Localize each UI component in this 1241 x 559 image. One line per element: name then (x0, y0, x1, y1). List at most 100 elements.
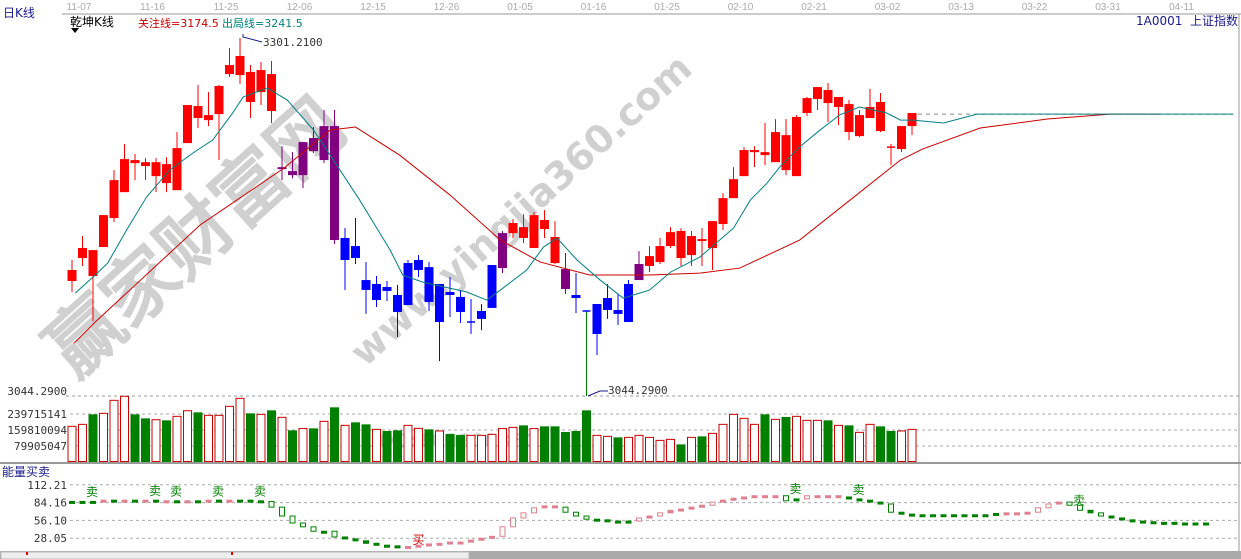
candle (309, 127, 318, 154)
candle (697, 228, 707, 266)
volume-bar (666, 438, 675, 462)
volume-bar (708, 432, 717, 463)
energy-bar (678, 508, 684, 512)
energy-bar (1192, 522, 1199, 526)
candle-body (445, 292, 455, 295)
energy-bar (1087, 509, 1094, 514)
scrollbar-thumb[interactable] (0, 551, 470, 559)
candle-body (487, 265, 497, 308)
energy-bar (688, 506, 695, 510)
candle-body (645, 256, 654, 266)
energy-bar (562, 506, 569, 513)
volume-bar (718, 423, 728, 462)
candle (540, 210, 549, 238)
volume-bar (67, 425, 77, 462)
volume-bar (120, 395, 129, 463)
watermark-url: www.yingjia360.com (342, 46, 701, 375)
candle (897, 126, 906, 153)
candle-body (540, 219, 549, 230)
energy-bar (258, 500, 264, 504)
period-label: 日K线 (3, 6, 35, 20)
volume-bar (802, 419, 812, 462)
volume-bar (319, 420, 329, 462)
candle (561, 253, 570, 294)
candle (403, 259, 413, 305)
energy-bar (457, 541, 464, 545)
candle-body (561, 269, 570, 289)
low-annotation-leader (587, 390, 608, 397)
volume-bar (456, 434, 465, 462)
energy-axis-label: 56.10 (34, 514, 67, 527)
energy-bar (510, 517, 516, 528)
candle (99, 215, 108, 248)
sell-signal: 卖 (1073, 493, 1085, 507)
triangle-down-icon[interactable] (71, 28, 79, 33)
energy-bar (951, 514, 957, 518)
candle-body (120, 159, 129, 193)
candle-body (67, 270, 77, 282)
energy-bar (142, 499, 149, 503)
energy-bar (825, 495, 831, 499)
energy-bar (646, 515, 653, 519)
candle (781, 119, 791, 176)
volume-bar (204, 414, 213, 463)
candle (298, 142, 308, 189)
candle-body (393, 294, 402, 312)
volume-bar (729, 413, 738, 463)
scrollbar[interactable] (0, 551, 1241, 559)
date-tick-label: 12-26 (434, 2, 460, 13)
volume-bar (655, 439, 665, 462)
candle (813, 87, 822, 111)
energy-bar (69, 500, 75, 504)
volume-bar (298, 428, 308, 462)
energy-bar (163, 500, 170, 504)
volume-bar (865, 423, 875, 462)
candle (592, 304, 602, 356)
candle-body (477, 310, 486, 319)
energy-bar (520, 512, 527, 519)
volume-bar (676, 444, 686, 462)
candle (802, 96, 812, 117)
scrollbar-track[interactable] (0, 551, 1241, 559)
energy-bar (730, 497, 737, 501)
candle (529, 212, 539, 249)
volume-bar (382, 430, 392, 462)
energy-bar (1171, 521, 1178, 525)
candle (141, 158, 150, 181)
energy-bar (300, 522, 306, 528)
energy-bar (184, 500, 191, 504)
candle (750, 146, 759, 168)
energy-bar (405, 545, 411, 549)
energy-panel: 112.2184.1656.1028.05卖卖卖卖卖卖卖卖买 (27, 479, 1239, 549)
energy-bar (499, 526, 506, 537)
candle-body (666, 232, 675, 247)
candle-body (498, 233, 507, 269)
energy-bar (468, 539, 474, 543)
energy-bar (1161, 521, 1167, 525)
energy-bar (835, 495, 842, 499)
energy-bar (205, 499, 212, 503)
sell-signal: 卖 (789, 482, 801, 496)
candle (582, 310, 591, 396)
candle (372, 276, 381, 307)
energy-bar (573, 511, 579, 517)
volume-bar (330, 407, 339, 462)
volume-bar (697, 436, 707, 462)
candle (435, 283, 444, 362)
candle (172, 132, 182, 191)
energy-bar (604, 519, 611, 523)
energy-bar (1056, 501, 1062, 505)
energy-bar (426, 543, 432, 547)
energy-bar (289, 515, 296, 524)
volume-bar (624, 436, 633, 462)
energy-bar (856, 498, 863, 502)
volume-bar (571, 430, 581, 462)
energy-bar (394, 545, 401, 549)
candle-body (823, 89, 833, 104)
energy-bar (237, 499, 243, 503)
sell-signal: 卖 (852, 483, 864, 497)
energy-bar (310, 526, 317, 532)
candle-body (655, 246, 665, 263)
energy-bar (1024, 511, 1031, 515)
